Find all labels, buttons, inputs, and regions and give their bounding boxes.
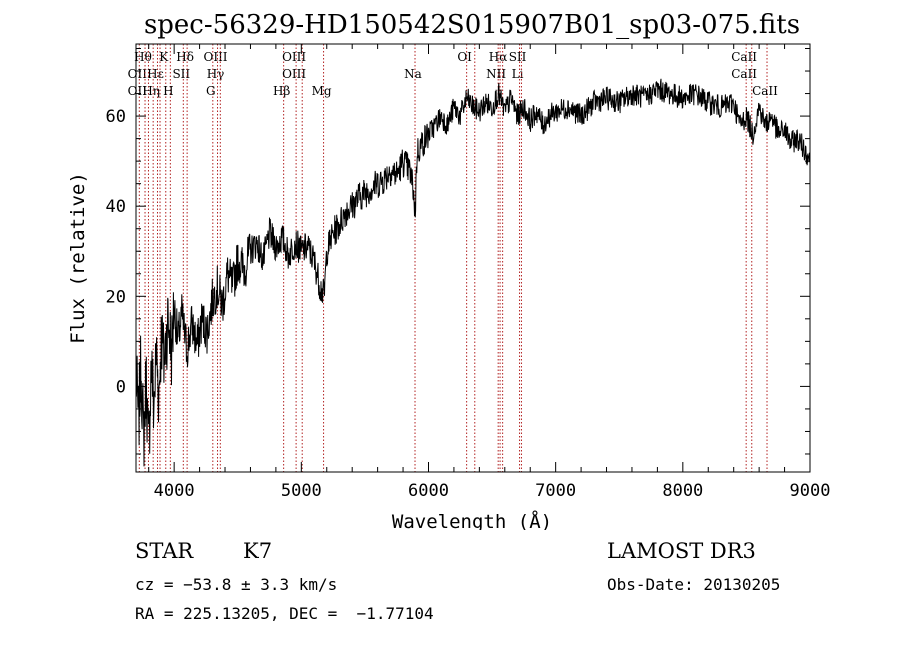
chart-title: spec-56329-HD150542S015907B01_sp03-075.f… — [144, 10, 800, 40]
x-tick-label: 4000 — [154, 481, 195, 501]
spectrum-chart: spec-56329-HD150542S015907B01_sp03-075.f… — [67, 10, 831, 533]
object-class: STAR — [135, 539, 194, 563]
marker-label: Hβ — [273, 84, 290, 98]
x-tick-label: 9000 — [790, 481, 831, 501]
marker-label: H — [163, 84, 173, 98]
marker-label: K — [159, 50, 169, 64]
marker-label: OIII — [282, 50, 306, 64]
x-tick-label: 6000 — [408, 481, 449, 501]
y-tick-label: 40 — [106, 197, 126, 217]
marker-label: OII — [128, 67, 148, 81]
x-tick-label: 5000 — [281, 481, 322, 501]
marker-label: Na — [404, 67, 422, 81]
marker-label: SII — [172, 67, 190, 81]
marker-label: CaII — [731, 50, 757, 64]
object-subclass: K7 — [243, 539, 273, 563]
marker-label: OI — [457, 50, 472, 64]
ra-dec-coordinates: RA = 225.13205, DEC = −1.77104 — [135, 604, 434, 623]
y-tick-label: 0 — [116, 377, 126, 397]
observation-date: Obs-Date: 20130205 — [607, 575, 781, 594]
marker-label: CaII — [752, 84, 778, 98]
marker-label: G — [206, 84, 216, 98]
marker-label: Li — [512, 67, 524, 81]
spectrum-plot-area — [135, 78, 810, 467]
y-axis-label: Flux (relative) — [67, 172, 89, 344]
x-tick-label: 7000 — [535, 481, 576, 501]
marker-label: Hγ — [207, 67, 225, 81]
spectrum-line — [135, 78, 810, 467]
marker-label: Hη — [142, 84, 160, 98]
marker-label: Hα — [489, 50, 508, 64]
marker-label: Hε — [147, 67, 164, 81]
redshift-cz: cz = −53.8 ± 3.3 km/s — [135, 575, 338, 594]
marker-label: NII — [486, 67, 506, 81]
marker-label: Hθ — [134, 50, 152, 64]
x-tick-label: 8000 — [662, 481, 703, 501]
marker-label: SII — [509, 50, 527, 64]
marker-label: OII — [128, 84, 148, 98]
y-tick-label: 20 — [106, 287, 126, 307]
axes: 4000 5000 6000 7000 8000 9000 0 20 40 60 — [106, 44, 831, 501]
marker-label: CaII — [731, 67, 757, 81]
marker-label: Mg — [312, 84, 332, 98]
plot-frame — [135, 43, 811, 473]
x-axis-label: Wavelength (Å) — [392, 510, 552, 530]
marker-label: OIII — [203, 50, 227, 64]
marker-label: OIII — [282, 67, 306, 81]
y-tick-label: 60 — [106, 107, 126, 127]
marker-label: Hδ — [176, 50, 194, 64]
survey-name: LAMOST DR3 — [607, 539, 756, 563]
